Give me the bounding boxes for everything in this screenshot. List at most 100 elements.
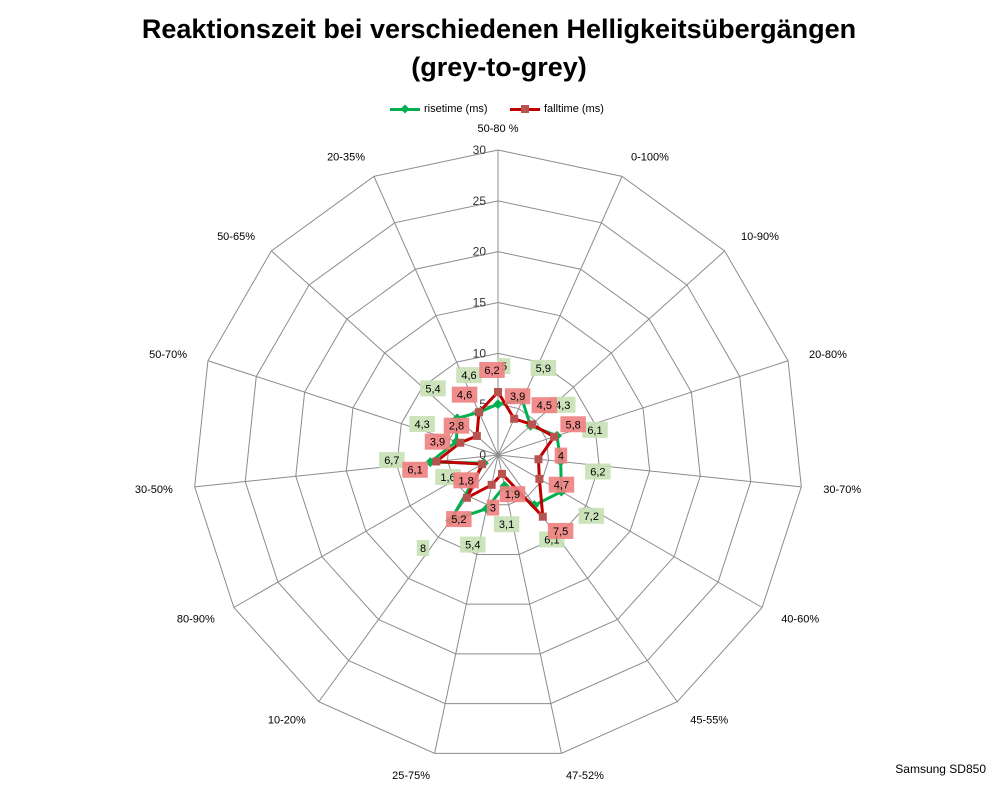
data-point — [478, 460, 487, 469]
data-label: 4,5 — [537, 400, 552, 412]
legend-swatch-falltime — [510, 103, 540, 115]
data-label: 4,6 — [457, 390, 472, 402]
category-label: 10-90% — [741, 231, 779, 243]
data-label: 5,2 — [451, 514, 466, 526]
data-label-bg — [493, 516, 520, 533]
data-label: 6,1 — [587, 425, 602, 437]
data-label-bg — [486, 499, 500, 516]
category-label: 30-70% — [823, 484, 861, 496]
chart-title-line-1: Reaktionszeit bei verschiedenen Helligke… — [141, 14, 857, 44]
data-label-bg — [531, 397, 558, 414]
data-label-bg — [504, 388, 531, 405]
grid-ring — [396, 352, 600, 555]
data-label-bg — [554, 447, 568, 464]
data-label: 5,4 — [465, 540, 480, 552]
category-labels: 50-80 % 0-100% 10-90% 20-80% 30-70% 40-60% 45-… — [135, 123, 861, 782]
data-label: 1,9 — [505, 489, 520, 501]
legend-label-falltime: falltime (ms) — [544, 103, 604, 115]
data-label-bg — [479, 361, 505, 378]
data-label-bg — [582, 421, 608, 438]
category-label: 80-90% — [177, 614, 215, 626]
grid-spoke — [497, 176, 623, 456]
data-point — [462, 493, 471, 502]
data-label-bg — [446, 511, 472, 528]
data-labels-falltime: 6,2 3,9 4,5 5,8 4 4,7 7,5 1,9 3 5,2 1,8 6,1 3,9 2,8 4,… — [402, 361, 586, 539]
data-label: 4 — [558, 451, 564, 463]
legend-item-falltime: falltime (ms) — [510, 100, 604, 118]
series-line — [434, 390, 556, 519]
data-label: 6,2 — [590, 467, 605, 479]
radar-grid — [194, 149, 802, 754]
data-label: 5,4 — [425, 383, 440, 395]
tick-label: 10 — [473, 346, 487, 360]
data-label: 3,9 — [510, 391, 525, 403]
tick-label: 20 — [473, 245, 487, 259]
category-label: 50-65% — [217, 231, 255, 243]
data-point — [510, 414, 519, 423]
category-label: 10-20% — [268, 715, 306, 727]
data-label-bg — [409, 416, 435, 433]
tick-label: 25 — [473, 194, 487, 208]
data-label: 4,3 — [555, 400, 570, 412]
data-label: 3 — [490, 503, 496, 515]
radial-axis-ticks: 0 5 10 15 20 25 30 — [473, 143, 487, 462]
category-label: 40-60% — [781, 614, 819, 626]
data-label-bg — [402, 461, 428, 478]
data-label-bg — [416, 540, 430, 557]
data-point — [527, 420, 536, 429]
grid-ring — [244, 200, 752, 705]
data-label-bg — [460, 536, 486, 553]
grid-spoke — [497, 454, 562, 754]
data-label-bg — [443, 417, 470, 434]
grid-spoke — [497, 454, 802, 488]
footnote: Samsung SD850 — [895, 762, 986, 776]
data-label: 7,5 — [553, 526, 568, 538]
data-label: 4,6 — [461, 370, 476, 382]
data-label-bg — [456, 367, 482, 384]
category-label: 30-50% — [135, 484, 173, 496]
category-label: 47-52% — [566, 770, 604, 782]
data-point — [456, 438, 465, 447]
data-point — [493, 399, 503, 410]
data-label: 6,2 — [484, 365, 499, 377]
data-point — [474, 408, 483, 417]
data-point — [494, 387, 502, 396]
grid-spoke — [194, 454, 499, 488]
data-label-bg — [547, 522, 574, 539]
data-point — [535, 474, 544, 483]
data-label: 3,9 — [430, 437, 445, 449]
data-label: 2,8 — [449, 421, 464, 433]
grid-spoke — [497, 454, 678, 703]
data-label: 5,9 — [536, 363, 551, 375]
data-point — [487, 480, 496, 489]
data-label: 7,2 — [584, 511, 599, 523]
category-label: 25-75% — [392, 770, 430, 782]
tick-label: 0 — [479, 448, 486, 462]
data-point — [529, 500, 540, 511]
category-label: 20-80% — [809, 349, 847, 361]
data-label: 5,8 — [566, 419, 581, 431]
data-label-bg — [499, 486, 526, 503]
data-label-bg — [585, 463, 611, 480]
data-point — [432, 457, 441, 466]
category-label: 50-80 % — [478, 123, 519, 135]
data-label-bg — [451, 386, 478, 403]
series-falltime — [432, 387, 559, 521]
grid-spoke — [497, 360, 789, 456]
data-label: 6,1 — [407, 465, 422, 477]
data-label-bg — [530, 359, 557, 376]
chart-title: Reaktionszeit bei verschiedenen Helligke… — [0, 10, 998, 86]
data-point — [534, 455, 543, 464]
data-label: 4,3 — [414, 419, 429, 431]
data-label-bg — [424, 433, 451, 450]
data-label: 1,6 — [440, 472, 455, 484]
category-label: 20-35% — [327, 151, 365, 163]
tick-label: 15 — [473, 296, 487, 310]
grid-ring — [295, 251, 701, 655]
data-label-bg — [379, 452, 405, 469]
tick-label: 5 — [479, 397, 486, 411]
data-label: 6,7 — [384, 455, 399, 467]
legend-item-risetime: risetime (ms) — [390, 100, 488, 118]
data-labels-risetime: 5 5,9 4,3 6,1 6,2 7,2 6,1 3,1 5,4 8 1,6 6,7 4,3 5,4 4,… — [379, 358, 611, 557]
